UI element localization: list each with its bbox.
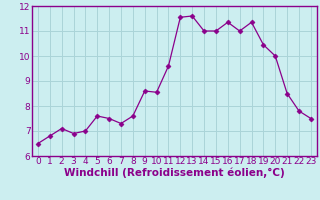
X-axis label: Windchill (Refroidissement éolien,°C): Windchill (Refroidissement éolien,°C) [64, 168, 285, 178]
